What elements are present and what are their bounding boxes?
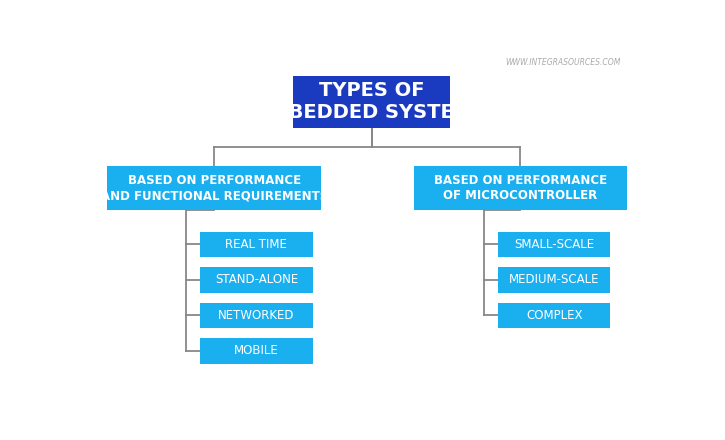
- Text: STAND-ALONE: STAND-ALONE: [215, 273, 298, 286]
- Text: NETWORKED: NETWORKED: [218, 309, 294, 322]
- Text: BASED ON PERFORMANCE
AND FUNCTIONAL REQUIREMENTS: BASED ON PERFORMANCE AND FUNCTIONAL REQU…: [101, 174, 328, 202]
- Text: WWW.INTEGRASOURCES.COM: WWW.INTEGRASOURCES.COM: [505, 58, 621, 67]
- FancyBboxPatch shape: [107, 166, 321, 210]
- Text: MEDIUM-SCALE: MEDIUM-SCALE: [509, 273, 600, 286]
- Text: MOBILE: MOBILE: [234, 345, 278, 357]
- FancyBboxPatch shape: [498, 267, 610, 293]
- Text: TYPES OF
EMBEDDED SYSTEMS: TYPES OF EMBEDDED SYSTEMS: [256, 81, 487, 122]
- Text: REAL TIME: REAL TIME: [225, 238, 287, 251]
- FancyBboxPatch shape: [498, 303, 610, 328]
- FancyBboxPatch shape: [200, 303, 312, 328]
- FancyBboxPatch shape: [200, 231, 312, 257]
- FancyBboxPatch shape: [498, 231, 610, 257]
- Text: BASED ON PERFORMANCE
OF MICROCONTROLLER: BASED ON PERFORMANCE OF MICROCONTROLLER: [434, 174, 607, 202]
- FancyBboxPatch shape: [200, 338, 312, 363]
- FancyBboxPatch shape: [200, 267, 312, 293]
- Text: SMALL-SCALE: SMALL-SCALE: [514, 238, 594, 251]
- Text: COMPLEX: COMPLEX: [526, 309, 582, 322]
- FancyBboxPatch shape: [414, 166, 627, 210]
- FancyBboxPatch shape: [293, 76, 450, 128]
